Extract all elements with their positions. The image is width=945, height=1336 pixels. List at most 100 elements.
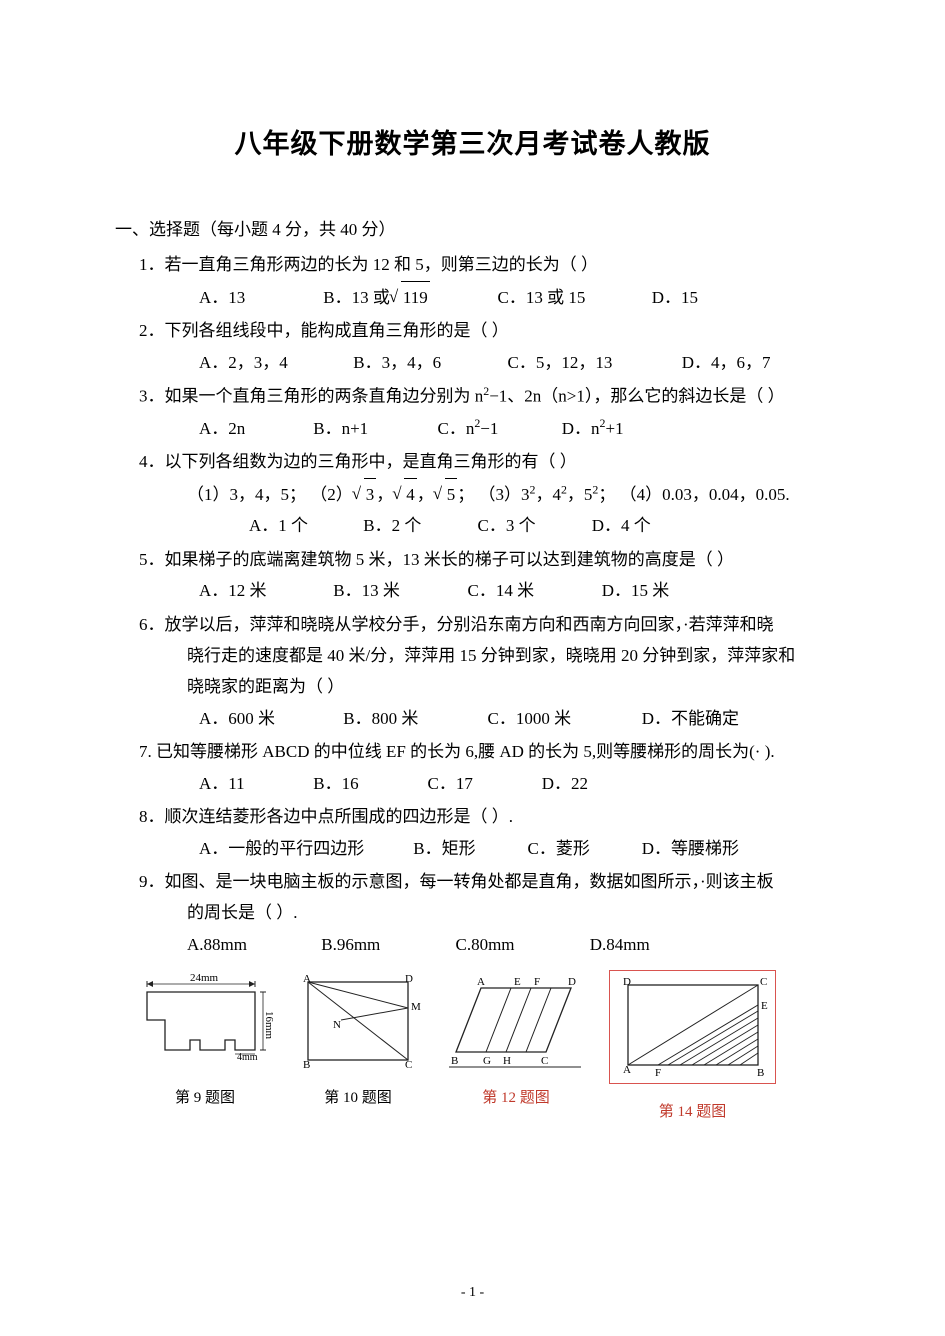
q4-list-c: ，4	[535, 479, 561, 510]
sqrt-icon: 4	[393, 478, 417, 510]
q3-text-a: 3．如果一个直角三角形的两条直角边分别为 n	[139, 387, 483, 406]
q4-mid1: ，	[376, 479, 393, 510]
q5-opt-a: A．12 米	[199, 575, 329, 606]
document-title: 八年级下册数学第三次月考试卷人教版	[115, 120, 830, 170]
sqrt-icon: 3	[353, 478, 377, 510]
q3-opt-c-b: −1	[480, 413, 498, 444]
page: 八年级下册数学第三次月考试卷人教版 一、选择题（每小题 4 分，共 40 分） …	[0, 0, 945, 1336]
q1-opt-b-rad: 119	[401, 281, 430, 313]
q4-list-e: ； （4）0.03，0.04，0.05.	[598, 479, 789, 510]
q2-opt-b: B．3，4，6	[353, 347, 503, 378]
q7-opt-b: B．16	[313, 768, 423, 799]
q9-options: A.88mm B.96mm C.80mm D.84mm	[139, 929, 830, 960]
figure-12-svg: A E F D B G H C	[441, 970, 591, 1070]
fig14-caption: 第 14 题图	[609, 1099, 776, 1127]
q4-list-a: （1）3，4，5； （2）	[187, 479, 353, 510]
figures-row: 24mm 16mm 4mm 第 9 题图	[115, 970, 830, 1126]
q2-opt-c: C．5，12，13	[508, 347, 678, 378]
q6-line1: 6．放学以后，萍萍和晓晓从学校分手，分别沿东南方向和西南方向回家，·若萍萍和晓	[139, 609, 830, 640]
q4-mid2: ，	[417, 479, 434, 510]
q3-opt-b: B．n+1	[313, 413, 433, 444]
q3-opt-d: D．n2+1	[562, 412, 624, 444]
q4-subitems: （1）3，4，5； （2）3，4，5； （3）32，42，52； （4）0.03…	[139, 478, 830, 510]
q5-opt-d: D．15 米	[602, 575, 670, 606]
q1-options: A．13 B．13 或119 C．13 或 15 D．15	[139, 281, 830, 313]
fig10-caption: 第 10 题图	[293, 1085, 423, 1113]
q8-opt-b: B．矩形	[413, 833, 523, 864]
q6-opt-b: B．800 米	[343, 703, 483, 734]
q3-text-b: −1、2n（n>1），那么它的斜边长是（ ）	[489, 387, 784, 406]
q3-opt-c-a: C．n	[438, 413, 475, 444]
q4-options: A．1 个 B．2 个 C．3 个 D．4 个	[139, 510, 830, 541]
figure-9-svg: 24mm 16mm 4mm	[135, 970, 275, 1070]
q4-list-b: ； （3）3	[457, 479, 529, 510]
q4-opt-a: A．1 个	[249, 510, 359, 541]
q3-opt-a: A．2n	[199, 413, 309, 444]
fig9-caption: 第 9 题图	[135, 1085, 275, 1113]
question-9: 9．如图、是一块电脑主板的示意图，每一转角处都是直角，数据如图所示，·则该主板 …	[115, 866, 830, 960]
figure-10-svg: A D B C M N	[293, 970, 423, 1070]
fig14-label-c: C	[760, 976, 767, 988]
question-7: 7. 已知等腰梯形 ABCD 的中位线 EF 的长为 6,腰 AD 的长为 5,…	[115, 736, 830, 799]
q1-text: 1．若一直角三角形两边的长为 12 和 5，则第三边的长为（ ）	[139, 249, 830, 280]
q4-list-d: ，5	[567, 479, 593, 510]
q6-options: A．600 米 B．800 米 C．1000 米 D．不能确定	[139, 703, 830, 734]
q7-opt-a: A．11	[199, 768, 309, 799]
q5-options: A．12 米 B．13 米 C．14 米 D．15 米	[139, 575, 830, 606]
q3-opt-d-a: D．n	[562, 413, 600, 444]
q2-opt-a: A．2，3，4	[199, 347, 349, 378]
q9-line2: 的周长是（ ）.	[139, 897, 830, 928]
q4-text: 4．以下列各组数为边的三角形中，是直角三角形的有（ ）	[139, 446, 830, 477]
q5-opt-c: C．14 米	[468, 575, 598, 606]
figure-9: 24mm 16mm 4mm 第 9 题图	[135, 970, 275, 1112]
fig10-label-a: A	[303, 973, 311, 985]
fig12-label-a: A	[477, 976, 485, 988]
fig14-label-b: B	[757, 1067, 764, 1079]
q9-opt-b: B.96mm	[321, 929, 451, 960]
question-4: 4．以下列各组数为边的三角形中，是直角三角形的有（ ） （1）3，4，5； （2…	[115, 446, 830, 541]
q5-text: 5．如果梯子的底端离建筑物 5 米，13 米长的梯子可以达到建筑物的高度是（ ）	[139, 544, 830, 575]
question-8: 8．顺次连结菱形各边中点所围成的四边形是（ ）. A．一般的平行四边形 B．矩形…	[115, 801, 830, 864]
q6-opt-a: A．600 米	[199, 703, 339, 734]
q1-opt-d: D．15	[652, 282, 698, 313]
q8-opt-c: C．菱形	[528, 833, 638, 864]
q7-opt-d: D．22	[542, 768, 588, 799]
question-5: 5．如果梯子的底端离建筑物 5 米，13 米长的梯子可以达到建筑物的高度是（ ）…	[115, 544, 830, 607]
q1-opt-c: C．13 或 15	[498, 282, 648, 313]
q1-opt-b-prefix: B．13 或	[323, 282, 390, 313]
fig12-caption: 第 12 题图	[441, 1085, 591, 1113]
fig12-label-e: E	[514, 976, 521, 988]
q3-opt-d-b: +1	[605, 413, 623, 444]
figure-10: A D B C M N 第 10 题图	[293, 970, 423, 1112]
q2-text: 2．下列各组线段中，能构成直角三角形的是（ ）	[139, 315, 830, 346]
q6-line2: 晓行走的速度都是 40 米/分，萍萍用 15 分钟到家，晓晓用 20 分钟到家，…	[139, 640, 830, 671]
q3-text: 3．如果一个直角三角形的两条直角边分别为 n2−1、2n（n>1），那么它的斜边…	[139, 380, 830, 412]
fig10-label-n: N	[333, 1019, 341, 1031]
fig14-label-a: A	[623, 1064, 631, 1076]
question-6: 6．放学以后，萍萍和晓晓从学校分手，分别沿东南方向和西南方向回家，·若萍萍和晓 …	[115, 609, 830, 735]
q4-opt-c: C．3 个	[478, 510, 588, 541]
q2-options: A．2，3，4 B．3，4，6 C．5，12，13 D．4，6，7	[139, 347, 830, 378]
fig12-label-d: D	[568, 976, 576, 988]
q6-line3: 晓晓家的距离为（ ）	[139, 671, 830, 702]
q8-text: 8．顺次连结菱形各边中点所围成的四边形是（ ）.	[139, 801, 830, 832]
fig12-label-c: C	[541, 1055, 548, 1067]
q4-rad3: 5	[445, 478, 458, 510]
fig14-label-d: D	[623, 976, 631, 988]
section-heading: 一、选择题（每小题 4 分，共 40 分）	[115, 214, 830, 245]
q3-opt-c: C．n2−1	[438, 412, 558, 444]
q4-rad2: 4	[404, 478, 417, 510]
fig9-top-dim: 24mm	[190, 972, 219, 984]
fig10-label-b: B	[303, 1059, 310, 1070]
q4-opt-d: D．4 个	[592, 510, 651, 541]
fig12-label-f: F	[534, 976, 540, 988]
q4-opt-b: B．2 个	[363, 510, 473, 541]
fig9-right-dim: 16mm	[263, 1011, 275, 1040]
q2-opt-d: D．4，6，7	[682, 347, 771, 378]
fig14-label-e: E	[761, 1000, 768, 1012]
q4-rad1: 3	[364, 478, 377, 510]
question-2: 2．下列各组线段中，能构成直角三角形的是（ ） A．2，3，4 B．3，4，6 …	[115, 315, 830, 378]
fig10-label-m: M	[411, 1001, 421, 1013]
figure-12: A E F D B G H C 第 12 题图	[441, 970, 591, 1112]
q5-opt-b: B．13 米	[333, 575, 463, 606]
